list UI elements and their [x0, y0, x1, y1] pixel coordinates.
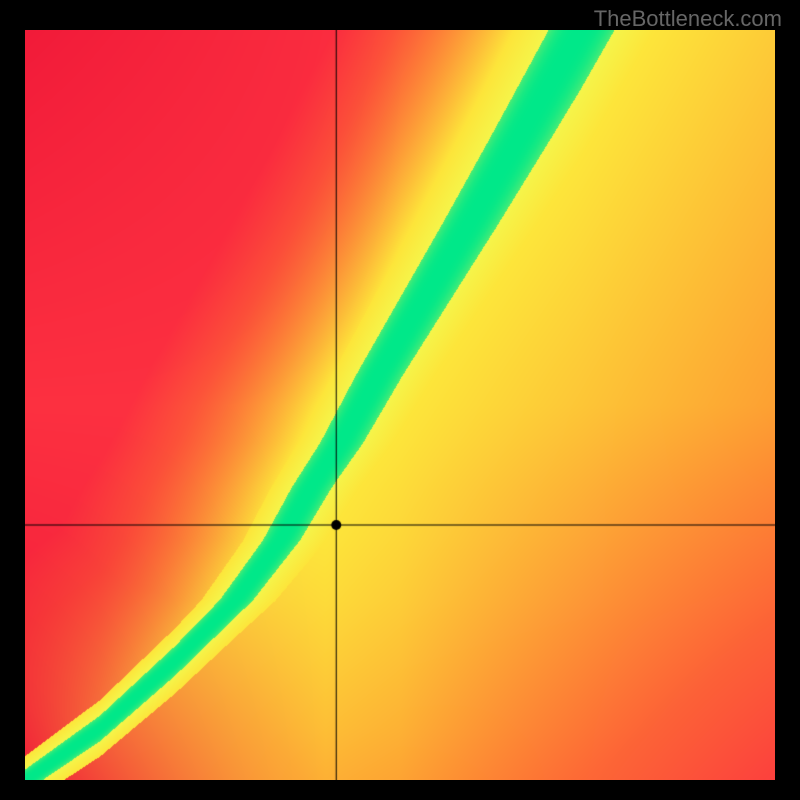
watermark-text: TheBottleneck.com — [594, 6, 782, 32]
chart-container: TheBottleneck.com — [0, 0, 800, 800]
bottleneck-heatmap — [25, 30, 775, 780]
plot-area — [25, 30, 775, 780]
